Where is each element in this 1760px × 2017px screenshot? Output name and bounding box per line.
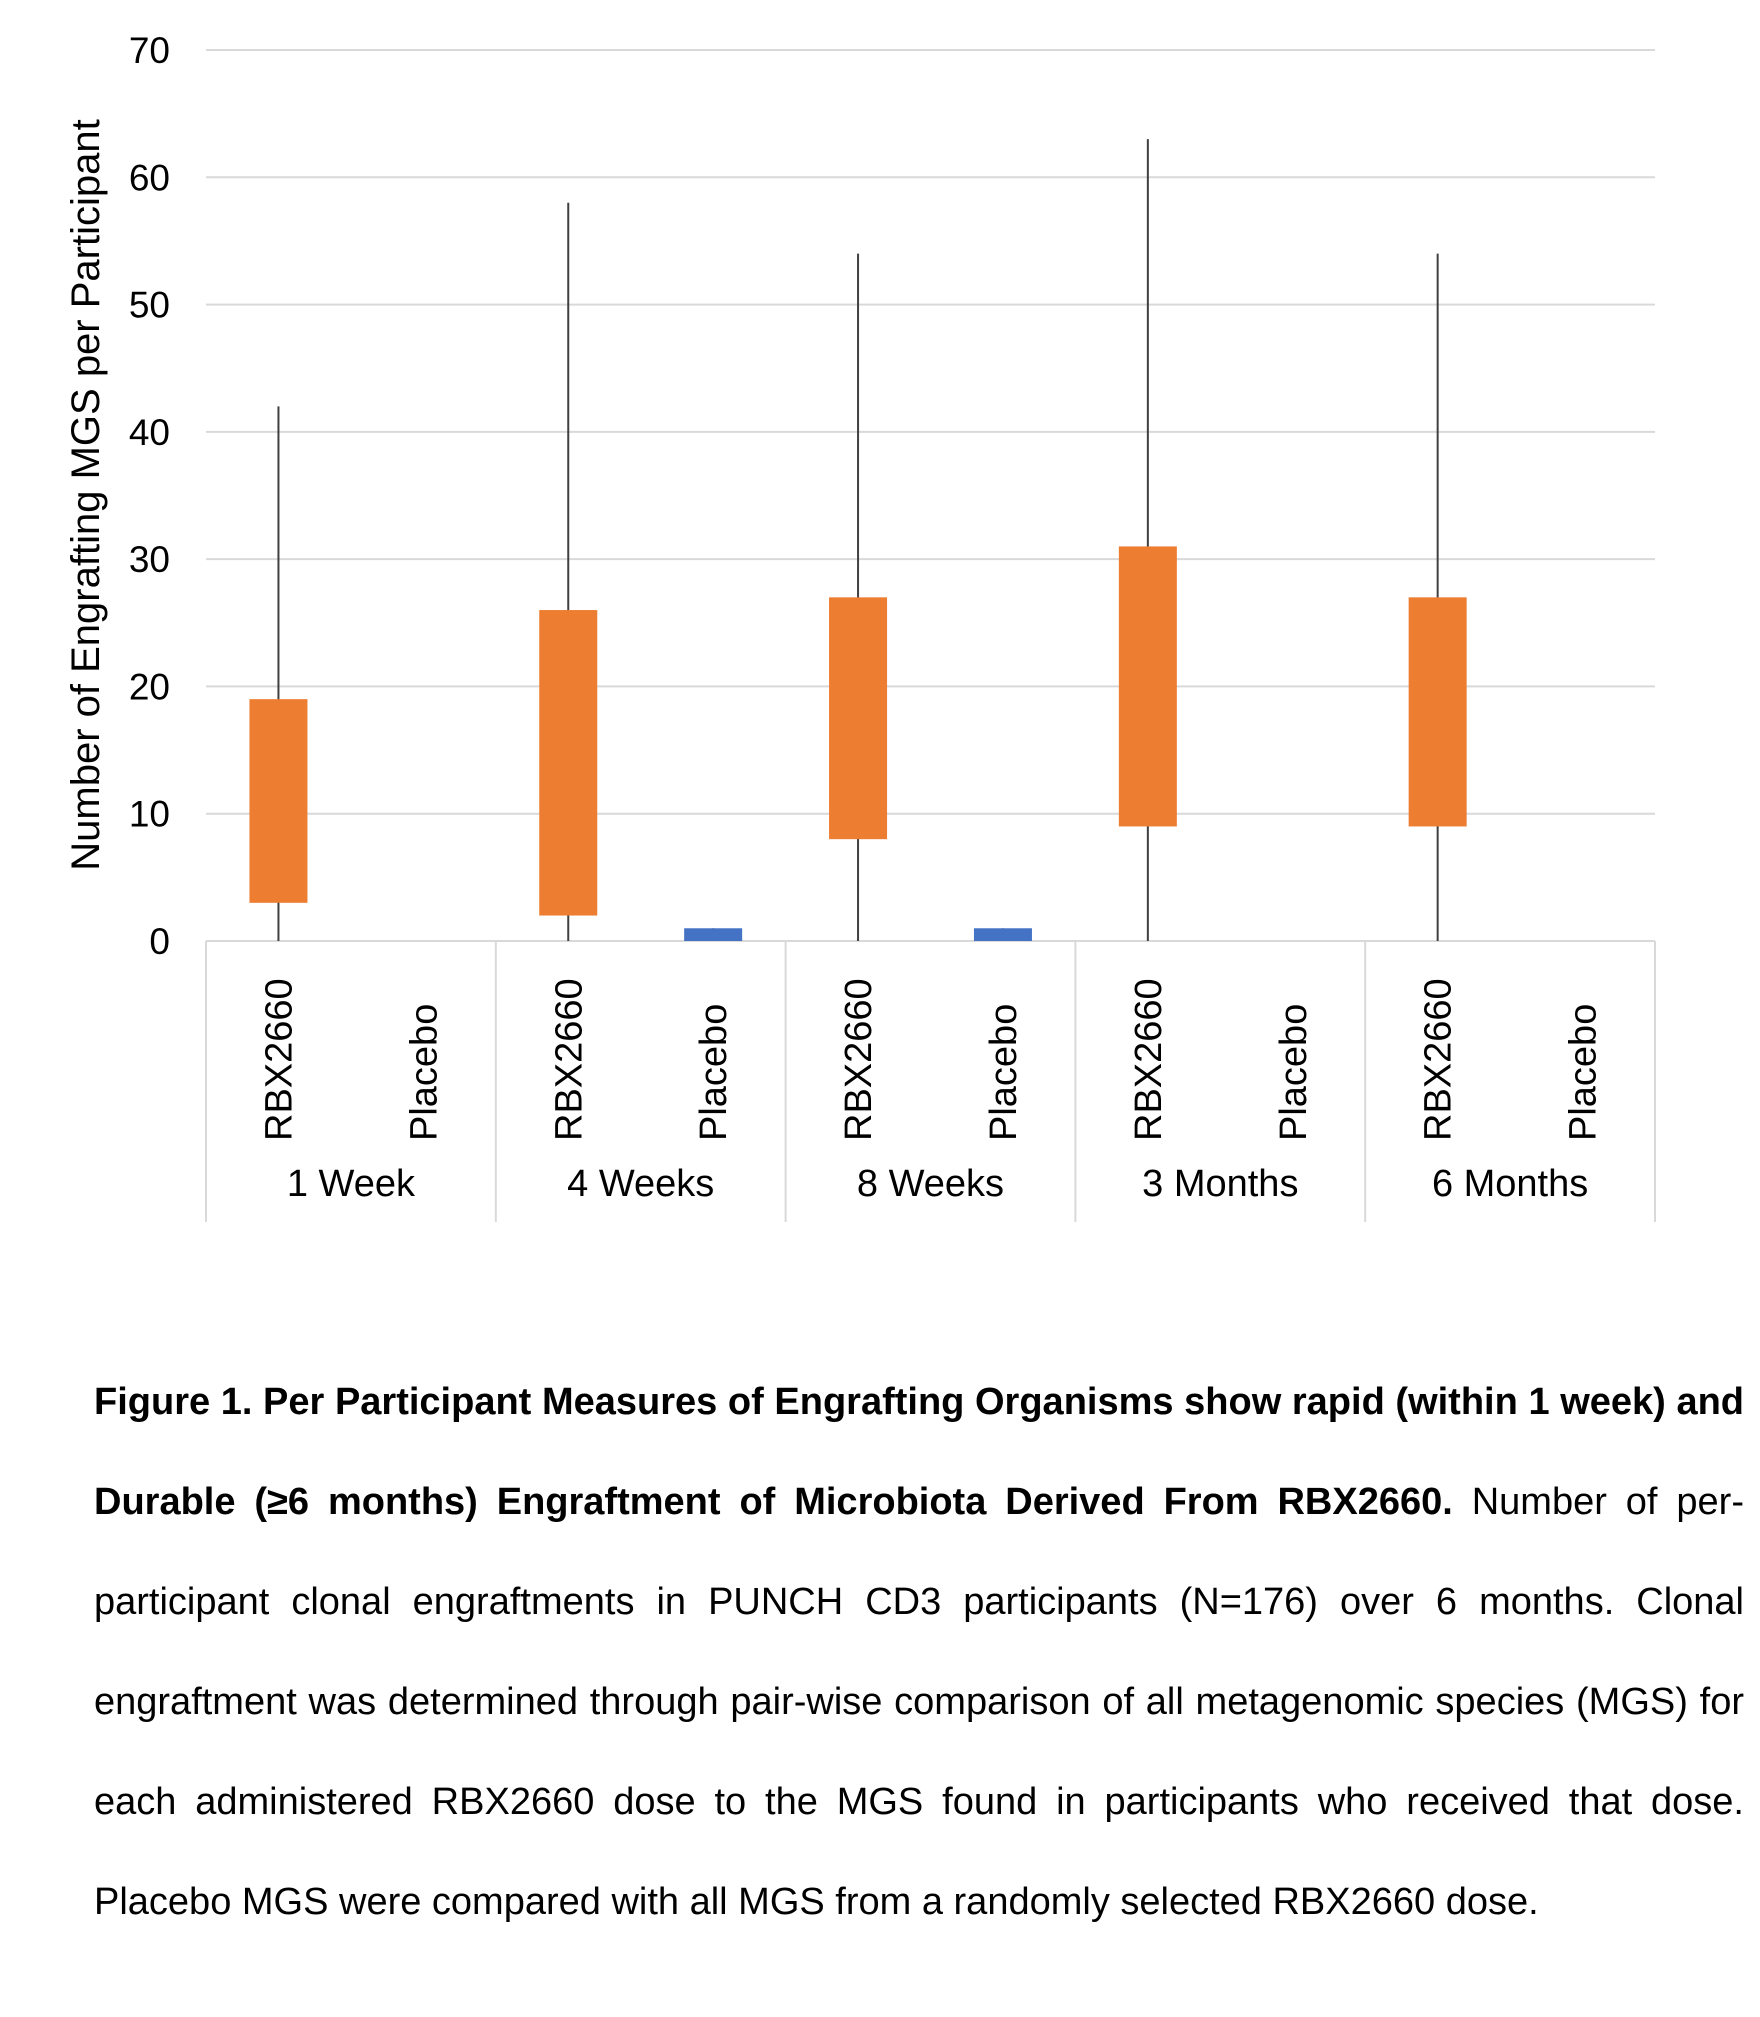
x-category-label: Placebo — [693, 1004, 735, 1141]
box-rbx2660-4 — [1118, 546, 1177, 827]
y-tick-label: 0 — [149, 921, 170, 962]
x-category-label: Placebo — [1273, 1004, 1315, 1141]
y-axis-tick-labels: 0 10 20 30 40 50 60 70 — [129, 30, 170, 962]
box-rbx2660-3 — [829, 597, 888, 840]
box-rbx2660-5 — [1408, 597, 1467, 827]
y-tick-label: 60 — [129, 157, 170, 198]
x-category-label: RBX2660 — [258, 978, 300, 1141]
x-category-label: Placebo — [1563, 1004, 1605, 1141]
box-rbx2660-1 — [249, 699, 308, 903]
y-axis-label: Number of Engrafting MGS per Participant — [64, 119, 108, 870]
boxes — [249, 546, 1467, 941]
x-category-label: RBX2660 — [1418, 978, 1460, 1141]
caption-title: Figure 1. Per Participant Measures of En… — [94, 1381, 1744, 1523]
y-tick-label: 10 — [129, 794, 170, 835]
y-tick-label: 20 — [129, 666, 170, 707]
box-placebo-3 — [973, 928, 1032, 941]
x-category-label: RBX2660 — [548, 978, 590, 1141]
x-category-label: Placebo — [403, 1004, 445, 1141]
box-placebo-2 — [684, 928, 743, 941]
x-group-label: 8 Weeks — [857, 1163, 1004, 1205]
x-category-label: RBX2660 — [1128, 978, 1170, 1141]
x-group-label: 3 Months — [1142, 1163, 1298, 1205]
x-group-label: 4 Weeks — [567, 1163, 714, 1205]
y-tick-label: 70 — [129, 30, 170, 71]
y-tick-label: 50 — [129, 285, 170, 326]
box-rbx2660-2 — [539, 610, 598, 916]
caption-body: Number of per-participant clonal engraft… — [94, 1481, 1744, 1923]
figure-caption: Figure 1. Per Participant Measures of En… — [94, 1352, 1744, 1952]
x-axis-category-labels: RBX2660 Placebo 1 Week RBX2660 Placebo 4 Week… — [258, 978, 1604, 1205]
x-category-label: Placebo — [983, 1004, 1025, 1141]
y-tick-label: 40 — [129, 412, 170, 453]
x-axis — [205, 940, 1656, 1222]
x-category-label: RBX2660 — [838, 978, 880, 1141]
y-tick-label: 30 — [129, 539, 170, 580]
x-group-label: 1 Week — [287, 1163, 416, 1205]
x-group-label: 6 Months — [1432, 1163, 1588, 1205]
gridlines — [206, 49, 1655, 815]
